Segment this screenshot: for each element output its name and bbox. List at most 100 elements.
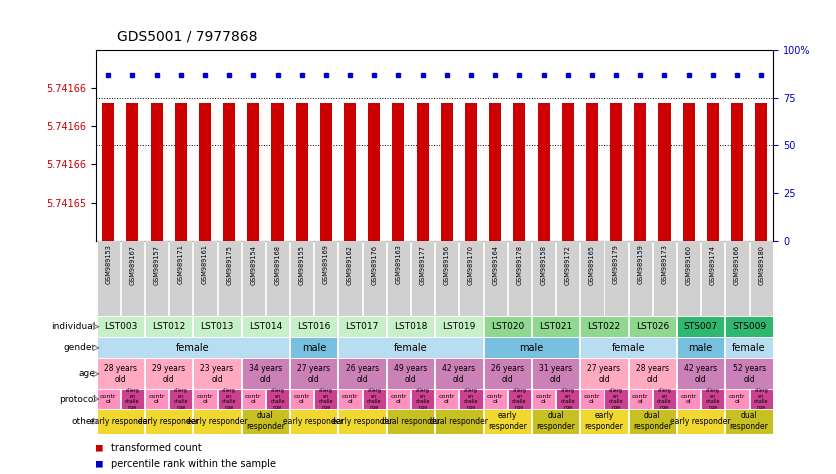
Text: contr
ol: contr ol: [342, 393, 359, 404]
Bar: [556, 241, 579, 316]
Bar: [242, 241, 265, 316]
Bar: [193, 358, 241, 390]
Text: GSM989169: GSM989169: [323, 245, 329, 284]
Bar: [653, 390, 676, 409]
Bar: [296, 103, 308, 241]
Bar: [677, 337, 725, 358]
Text: allerg
en
challe
nge: allerg en challe nge: [464, 388, 478, 410]
Text: 31 years
old: 31 years old: [539, 364, 572, 383]
Bar: [97, 390, 120, 409]
Text: age: age: [79, 369, 95, 378]
Bar: [507, 390, 531, 409]
Text: 23 years
old: 23 years old: [201, 364, 233, 383]
Bar: [339, 316, 386, 337]
Bar: [677, 390, 701, 409]
Bar: [483, 241, 507, 316]
Bar: [629, 316, 676, 337]
Bar: [193, 316, 241, 337]
Text: allerg
en
challe
nge: allerg en challe nge: [270, 388, 285, 410]
Bar: [97, 358, 144, 390]
Bar: [145, 409, 192, 434]
Text: LST017: LST017: [345, 322, 379, 331]
Bar: [169, 390, 192, 409]
Text: LST014: LST014: [249, 322, 282, 331]
Text: early
responder: early responder: [488, 411, 527, 431]
Bar: [538, 103, 549, 241]
Text: GDS5001 / 7977868: GDS5001 / 7977868: [117, 29, 257, 43]
Text: allerg
en
challe
nge: allerg en challe nge: [609, 388, 624, 410]
Text: female: female: [611, 343, 645, 353]
Bar: [339, 409, 386, 434]
Text: contr
ol: contr ol: [245, 393, 262, 404]
Text: STS007: STS007: [684, 322, 718, 331]
Bar: [339, 390, 362, 409]
Text: transformed count: transformed count: [111, 443, 202, 453]
Text: early responder: early responder: [670, 417, 731, 426]
Bar: [532, 316, 579, 337]
Text: contr
ol: contr ol: [487, 393, 503, 404]
Text: contr
ol: contr ol: [148, 393, 165, 404]
Text: contr
ol: contr ol: [632, 393, 649, 404]
Bar: [169, 241, 192, 316]
Text: 49 years
old: 49 years old: [394, 364, 427, 383]
Text: other: other: [71, 417, 95, 426]
Text: 34 years
old: 34 years old: [249, 364, 282, 383]
Bar: [635, 103, 646, 241]
Text: GSM989158: GSM989158: [541, 245, 547, 284]
Bar: [726, 390, 748, 409]
Bar: [290, 337, 338, 358]
Bar: [629, 241, 652, 316]
Text: STS009: STS009: [732, 322, 766, 331]
Bar: [436, 409, 482, 434]
Text: early responder: early responder: [283, 417, 344, 426]
Text: 26 years
old: 26 years old: [491, 364, 524, 383]
Text: dual responder: dual responder: [430, 417, 488, 426]
Bar: [436, 358, 482, 390]
Bar: [387, 358, 434, 390]
Bar: [532, 390, 555, 409]
Text: GSM989157: GSM989157: [154, 245, 160, 284]
Text: LST021: LST021: [539, 322, 573, 331]
Bar: [175, 103, 186, 241]
Text: allerg
en
challe
nge: allerg en challe nge: [367, 388, 381, 410]
Bar: [604, 390, 628, 409]
Text: dual responder: dual responder: [381, 417, 440, 426]
Bar: [411, 390, 434, 409]
Text: contr
ol: contr ol: [390, 393, 406, 404]
Bar: [121, 390, 144, 409]
Bar: [242, 358, 289, 390]
Text: GSM989170: GSM989170: [468, 245, 474, 284]
Bar: [483, 337, 579, 358]
Bar: [750, 241, 772, 316]
Bar: [460, 241, 482, 316]
Bar: [242, 409, 289, 434]
Bar: [755, 103, 767, 241]
Bar: [726, 337, 772, 358]
Bar: [460, 390, 482, 409]
Text: GSM989166: GSM989166: [734, 245, 740, 284]
Bar: [441, 103, 453, 241]
Bar: [726, 316, 772, 337]
Bar: [266, 241, 289, 316]
Text: allerg
en
challe
nge: allerg en challe nge: [319, 388, 333, 410]
Bar: [726, 409, 772, 434]
Bar: [436, 241, 458, 316]
Text: ■: ■: [96, 443, 110, 453]
Bar: [610, 103, 622, 241]
Bar: [145, 241, 168, 316]
Text: ■: ■: [96, 458, 110, 469]
Bar: [97, 337, 289, 358]
Text: allerg
en
challe
nge: allerg en challe nge: [125, 388, 140, 410]
Text: dual
responder: dual responder: [633, 411, 672, 431]
Text: GSM989163: GSM989163: [395, 245, 401, 284]
Bar: [97, 409, 144, 434]
Text: individual: individual: [51, 322, 95, 331]
Bar: [726, 358, 772, 390]
Bar: [121, 241, 144, 316]
Bar: [586, 103, 598, 241]
Text: LST022: LST022: [588, 322, 620, 331]
Bar: [344, 103, 356, 241]
Text: LST018: LST018: [394, 322, 427, 331]
Text: LST012: LST012: [152, 322, 186, 331]
Text: contr
ol: contr ol: [293, 393, 310, 404]
